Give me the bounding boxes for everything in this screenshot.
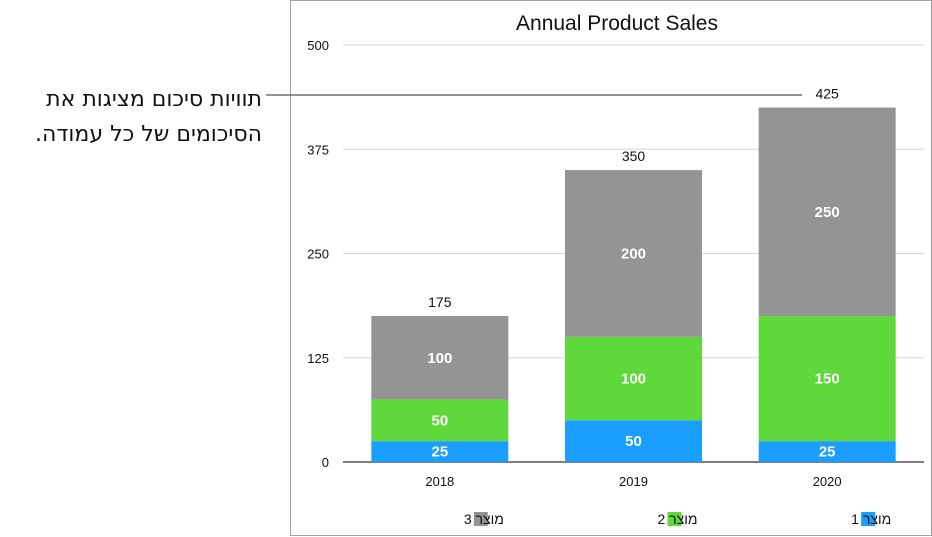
bar-segment bbox=[565, 336, 702, 421]
data-label: 50 bbox=[625, 433, 642, 450]
chart-title: Annual Product Sales bbox=[516, 12, 718, 35]
data-label: 100 bbox=[427, 350, 452, 367]
bar-segment bbox=[758, 441, 896, 462]
y-tick-label: 375 bbox=[307, 142, 329, 157]
x-tick-label: 2019 bbox=[619, 474, 648, 489]
legend-label: מוצר 3 bbox=[464, 511, 504, 527]
y-tick-label: 250 bbox=[307, 247, 329, 262]
data-label: 150 bbox=[815, 371, 840, 388]
bar-segment bbox=[565, 170, 702, 337]
total-label: 350 bbox=[622, 148, 646, 164]
legend-swatch bbox=[473, 512, 488, 526]
x-tick-label: 2020 bbox=[813, 474, 842, 489]
legend-label: מוצר 2 bbox=[658, 511, 698, 527]
data-label: 25 bbox=[431, 444, 448, 461]
y-tick-label: 500 bbox=[307, 38, 329, 53]
callout-text: תוויות סיכום מציגות את הסיכומים של כל עמ… bbox=[35, 87, 262, 147]
total-label: 175 bbox=[428, 294, 452, 310]
data-label: 50 bbox=[431, 412, 448, 429]
legend-label: מוצר 1 bbox=[851, 511, 891, 527]
bar-segment bbox=[758, 316, 896, 442]
x-tick-label: 2018 bbox=[425, 474, 454, 489]
legend-swatch bbox=[667, 512, 682, 526]
data-label: 100 bbox=[621, 371, 646, 388]
data-label: 25 bbox=[819, 444, 836, 461]
bar-segment bbox=[565, 420, 702, 462]
data-label: 200 bbox=[621, 246, 646, 263]
legend-swatch bbox=[861, 512, 876, 526]
data-label: 250 bbox=[815, 204, 840, 221]
total-label: 425 bbox=[815, 86, 839, 102]
bar-segment bbox=[371, 399, 509, 442]
bar-segment bbox=[758, 107, 896, 317]
bar-segment bbox=[371, 441, 509, 462]
bar-segment bbox=[371, 316, 509, 400]
y-tick-label: 0 bbox=[322, 455, 329, 470]
y-tick-label: 125 bbox=[307, 351, 329, 366]
